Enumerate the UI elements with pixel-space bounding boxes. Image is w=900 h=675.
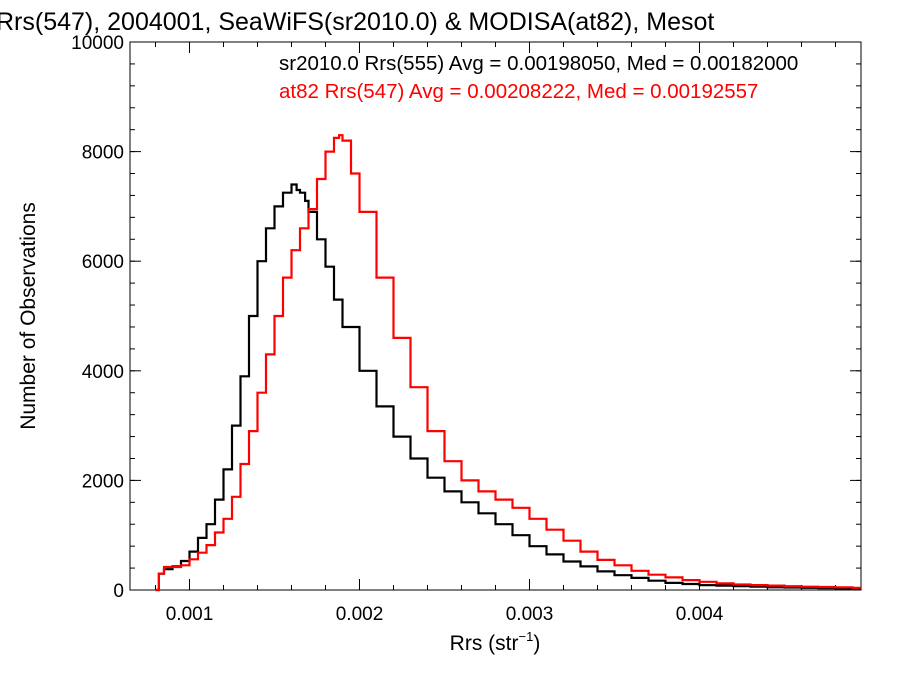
y-tick-label: 0 bbox=[113, 581, 124, 602]
legend-entry-red: at82 Rrs(547) Avg = 0.00208222, Med = 0.… bbox=[279, 80, 758, 103]
tick-labels: 0.001 0.002 0.003 0.004 0 2000 4000 6000 8000 100… bbox=[71, 33, 724, 625]
y-tick-label: 2000 bbox=[82, 471, 124, 492]
x-tick-label: 0.001 bbox=[166, 604, 214, 625]
x-axis-label: Rrs (str−1) bbox=[450, 629, 541, 655]
x-tick-label: 0.002 bbox=[336, 604, 384, 625]
series-group bbox=[155, 134, 861, 592]
plot-frame bbox=[129, 41, 862, 591]
y-tick-label: 8000 bbox=[82, 143, 124, 164]
x-tick-label: 0.004 bbox=[676, 604, 724, 625]
y-tick-label: 10000 bbox=[71, 33, 124, 54]
chart-title: Rrs(547), 2004001, SeaWiFS(sr2010.0) & M… bbox=[0, 8, 714, 36]
axis-ticks bbox=[130, 41, 861, 591]
y-tick-label: 6000 bbox=[82, 252, 124, 273]
y-axis-label: Number of Observations bbox=[17, 202, 40, 430]
series-line-sr2010 bbox=[155, 183, 861, 592]
legend-entry-black: sr2010.0 Rrs(555) Avg = 0.00198050, Med … bbox=[279, 52, 798, 75]
x-tick-label: 0.003 bbox=[506, 604, 554, 625]
series-line-at82 bbox=[155, 134, 861, 592]
y-tick-label: 4000 bbox=[82, 362, 124, 383]
